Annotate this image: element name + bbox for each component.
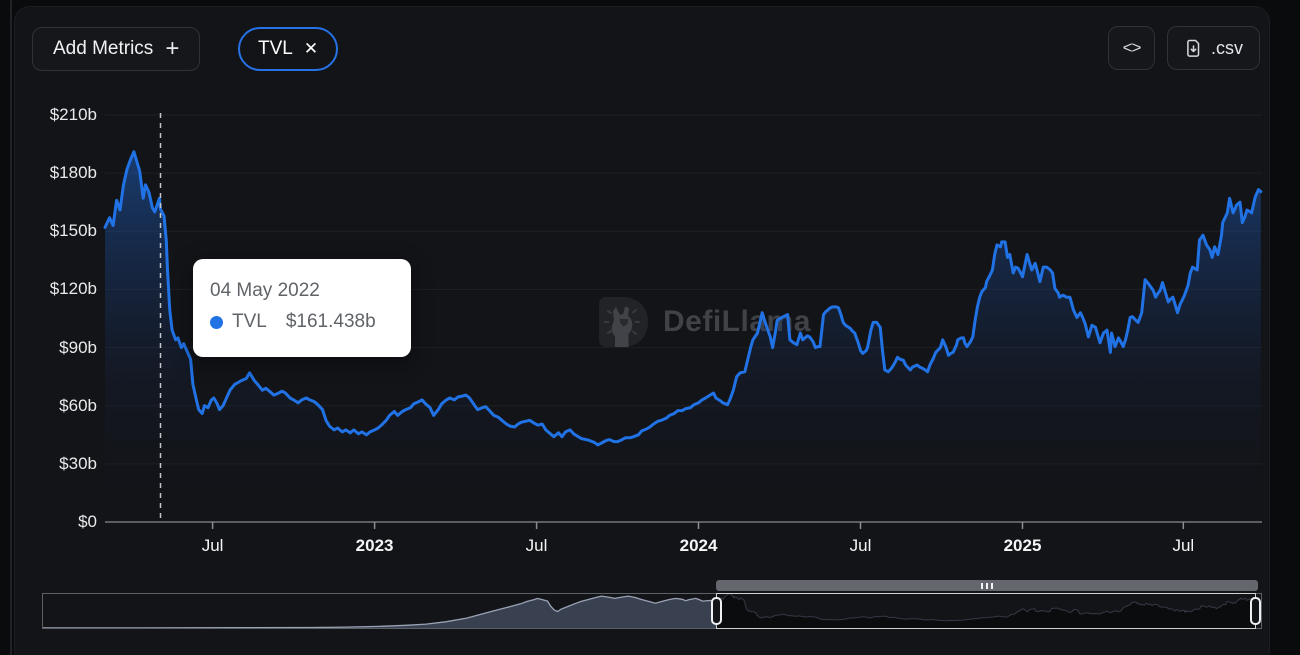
csv-button-label: .csv [1210, 37, 1243, 58]
y-axis-label: $150b [49, 221, 97, 241]
x-axis-label: Jul [1172, 536, 1195, 555]
y-axis-label: $180b [49, 163, 97, 183]
download-csv-button[interactable]: .csv [1167, 26, 1260, 70]
x-axis-label: Jul [201, 536, 224, 555]
close-icon[interactable]: ✕ [303, 39, 319, 58]
y-axis-label: $30b [59, 453, 97, 473]
metric-pill-label: TVL [258, 38, 293, 59]
defillama-logo-icon [599, 297, 648, 347]
y-axis: $0 $30b $60b $90b $120b $150b $180b $210b [0, 0, 97, 655]
x-axis-label: 2023 [355, 536, 394, 555]
x-axis-label: Jul [849, 536, 872, 555]
brush-drag-bar[interactable] [716, 580, 1258, 591]
y-axis-label: $210b [49, 105, 97, 124]
chart-tooltip: 04 May 2022 TVL $161.438b [193, 259, 411, 357]
y-axis-label: $90b [59, 337, 97, 357]
download-file-icon [1187, 39, 1200, 57]
add-metrics-label: Add Metrics [53, 38, 154, 59]
y-axis-label: $0 [78, 512, 97, 531]
brush-right-handle[interactable] [1250, 597, 1261, 625]
brush-left-handle[interactable] [711, 597, 722, 625]
y-axis-label: $60b [59, 395, 97, 415]
tooltip-date: 04 May 2022 [210, 280, 320, 301]
page-left-divider [10, 0, 12, 655]
defillama-watermark: DefiLlama [594, 294, 811, 350]
grip-dot [981, 582, 983, 589]
embed-code-button[interactable]: <> [1108, 26, 1155, 70]
x-axis-label: 2024 [679, 536, 718, 555]
x-axis-label: Jul [525, 536, 548, 555]
tvl-metric-pill[interactable]: TVL ✕ [238, 27, 339, 71]
code-icon: <> [1122, 38, 1142, 57]
tooltip-series-value: $161.438b [285, 311, 376, 332]
brush-selection[interactable] [716, 593, 1256, 629]
x-axis-label: 2025 [1003, 536, 1042, 555]
add-metrics-button[interactable]: Add Metrics + [32, 27, 201, 71]
grip-dot [986, 582, 988, 589]
watermark-text: DefiLlama [663, 305, 811, 338]
y-axis-label: $120b [49, 279, 97, 299]
tooltip-series-name: TVL [232, 311, 267, 332]
tvl-series-marker [210, 315, 223, 329]
x-axis: Jul 2023 Jul 2024 Jul 2025 Jul [0, 536, 1300, 562]
grip-dot [991, 582, 993, 589]
plus-icon: + [165, 35, 180, 62]
